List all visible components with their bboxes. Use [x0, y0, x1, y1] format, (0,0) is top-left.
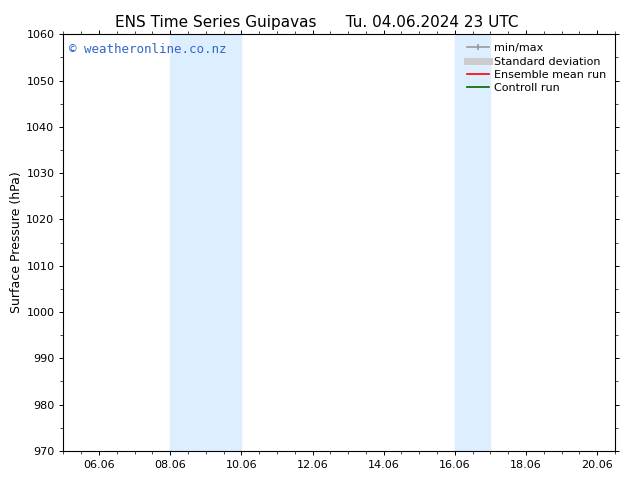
Legend: min/max, Standard deviation, Ensemble mean run, Controll run: min/max, Standard deviation, Ensemble me…	[464, 40, 609, 97]
Y-axis label: Surface Pressure (hPa): Surface Pressure (hPa)	[11, 172, 23, 314]
Text: © weatheronline.co.nz: © weatheronline.co.nz	[69, 43, 226, 56]
Bar	[170, 34, 242, 451]
Bar	[455, 34, 491, 451]
Text: ENS Time Series Guipavas      Tu. 04.06.2024 23 UTC: ENS Time Series Guipavas Tu. 04.06.2024 …	[115, 15, 519, 30]
